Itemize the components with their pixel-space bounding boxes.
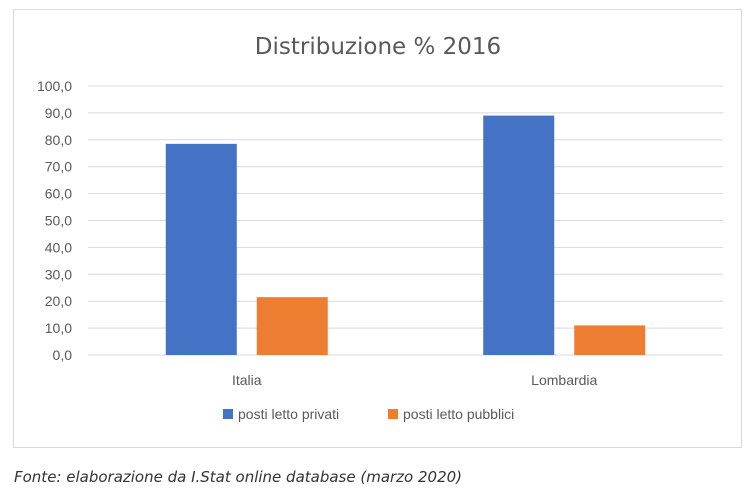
- bars: [165, 115, 646, 355]
- y-tick-label: 10,0: [45, 320, 72, 336]
- legend-swatch: [223, 409, 233, 419]
- bar-lombardia-pubblici: [574, 325, 646, 355]
- chart-title: Distribuzione % 2016: [255, 34, 501, 60]
- x-axis-categories: Italia Lombardia: [232, 372, 598, 388]
- y-tick-label: 100,0: [37, 78, 72, 94]
- bar-chart: Distribuzione % 2016 0,0 10,0 20,0 30,0 40,0…: [37, 34, 723, 422]
- legend: posti letto privati posti letto pubblici: [223, 406, 514, 422]
- bar-italia-pubblici: [256, 297, 328, 355]
- legend-swatch: [388, 409, 398, 419]
- y-tick-label: 60,0: [45, 186, 72, 202]
- source-caption: Fonte: elaborazione da I.Stat online dat…: [14, 468, 463, 486]
- y-tick-label: 0,0: [53, 347, 73, 363]
- y-tick-label: 90,0: [45, 105, 72, 121]
- x-category-label: Italia: [232, 372, 262, 388]
- y-tick-label: 50,0: [45, 213, 72, 229]
- y-tick-label: 70,0: [45, 159, 72, 175]
- bar-italia-privati: [165, 143, 237, 355]
- legend-label: posti letto privati: [238, 406, 339, 422]
- legend-label: posti letto pubblici: [403, 406, 514, 422]
- y-axis-ticks: 0,0 10,0 20,0 30,0 40,0 50,0 60,0 70,0 80,0 90,0 1…: [37, 78, 72, 363]
- y-tick-label: 40,0: [45, 239, 72, 255]
- y-tick-label: 30,0: [45, 266, 72, 282]
- bar-lombardia-privati: [483, 115, 555, 355]
- chart-frame: Distribuzione % 2016 0,0 10,0 20,0 30,0 40,0…: [13, 9, 742, 448]
- y-tick-label: 20,0: [45, 293, 72, 309]
- x-category-label: Lombardia: [531, 372, 597, 388]
- y-tick-label: 80,0: [45, 132, 72, 148]
